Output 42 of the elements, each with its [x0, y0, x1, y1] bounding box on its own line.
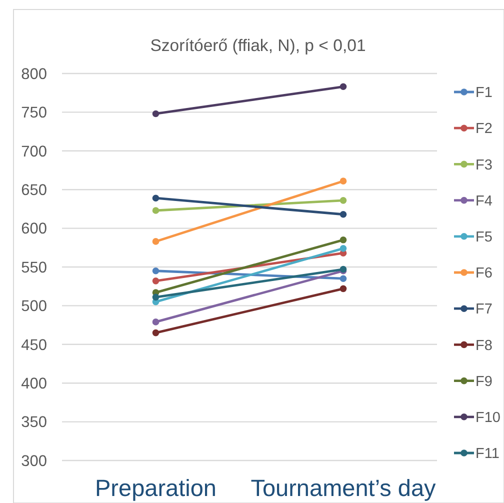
point: [152, 238, 160, 245]
point: [340, 275, 347, 282]
y-tick-label: 800: [21, 66, 48, 83]
point: [152, 207, 160, 214]
y-tick-label: 400: [21, 376, 48, 393]
legend-label: F3: [476, 157, 492, 174]
chart-title: Szorítóerő (ffiak, N), p < 0,01: [150, 36, 366, 55]
point: [340, 236, 347, 244]
point: [152, 194, 160, 202]
point: [340, 197, 347, 204]
legend-label: F7: [476, 302, 492, 318]
point: [152, 329, 160, 336]
legend-label: F8: [476, 338, 492, 354]
legend-label: F11: [476, 446, 500, 462]
legend-label: F4: [476, 193, 492, 210]
point: [340, 178, 347, 184]
y-tick-label: 700: [21, 143, 48, 160]
legend-label: F9: [476, 374, 492, 390]
point: [152, 110, 160, 118]
point: [340, 245, 347, 252]
y-tick-label: 350: [21, 414, 48, 432]
legend-label: F5: [476, 229, 492, 246]
legend-label: F2: [476, 121, 492, 138]
legend-label: F10: [476, 410, 500, 426]
y-tick-label: 500: [21, 298, 48, 316]
y-tick-label: 600: [21, 220, 48, 238]
y-tick-label: 550: [21, 259, 48, 276]
point: [340, 285, 347, 292]
y-tick-label: 450: [21, 336, 48, 354]
legend-label: F1: [476, 85, 492, 102]
x-tick-label: Preparation: [95, 475, 216, 501]
x-tick-label: Tournament’s day: [250, 475, 436, 501]
legend-label: F6: [476, 266, 492, 282]
y-tick-label: 300: [21, 452, 48, 470]
point: [152, 318, 160, 326]
y-tick-label: 750: [21, 104, 48, 122]
point: [340, 83, 347, 90]
point: [340, 210, 347, 218]
point: [152, 294, 160, 301]
point: [152, 278, 160, 284]
point: [152, 267, 160, 274]
y-tick-label: 650: [21, 182, 48, 200]
